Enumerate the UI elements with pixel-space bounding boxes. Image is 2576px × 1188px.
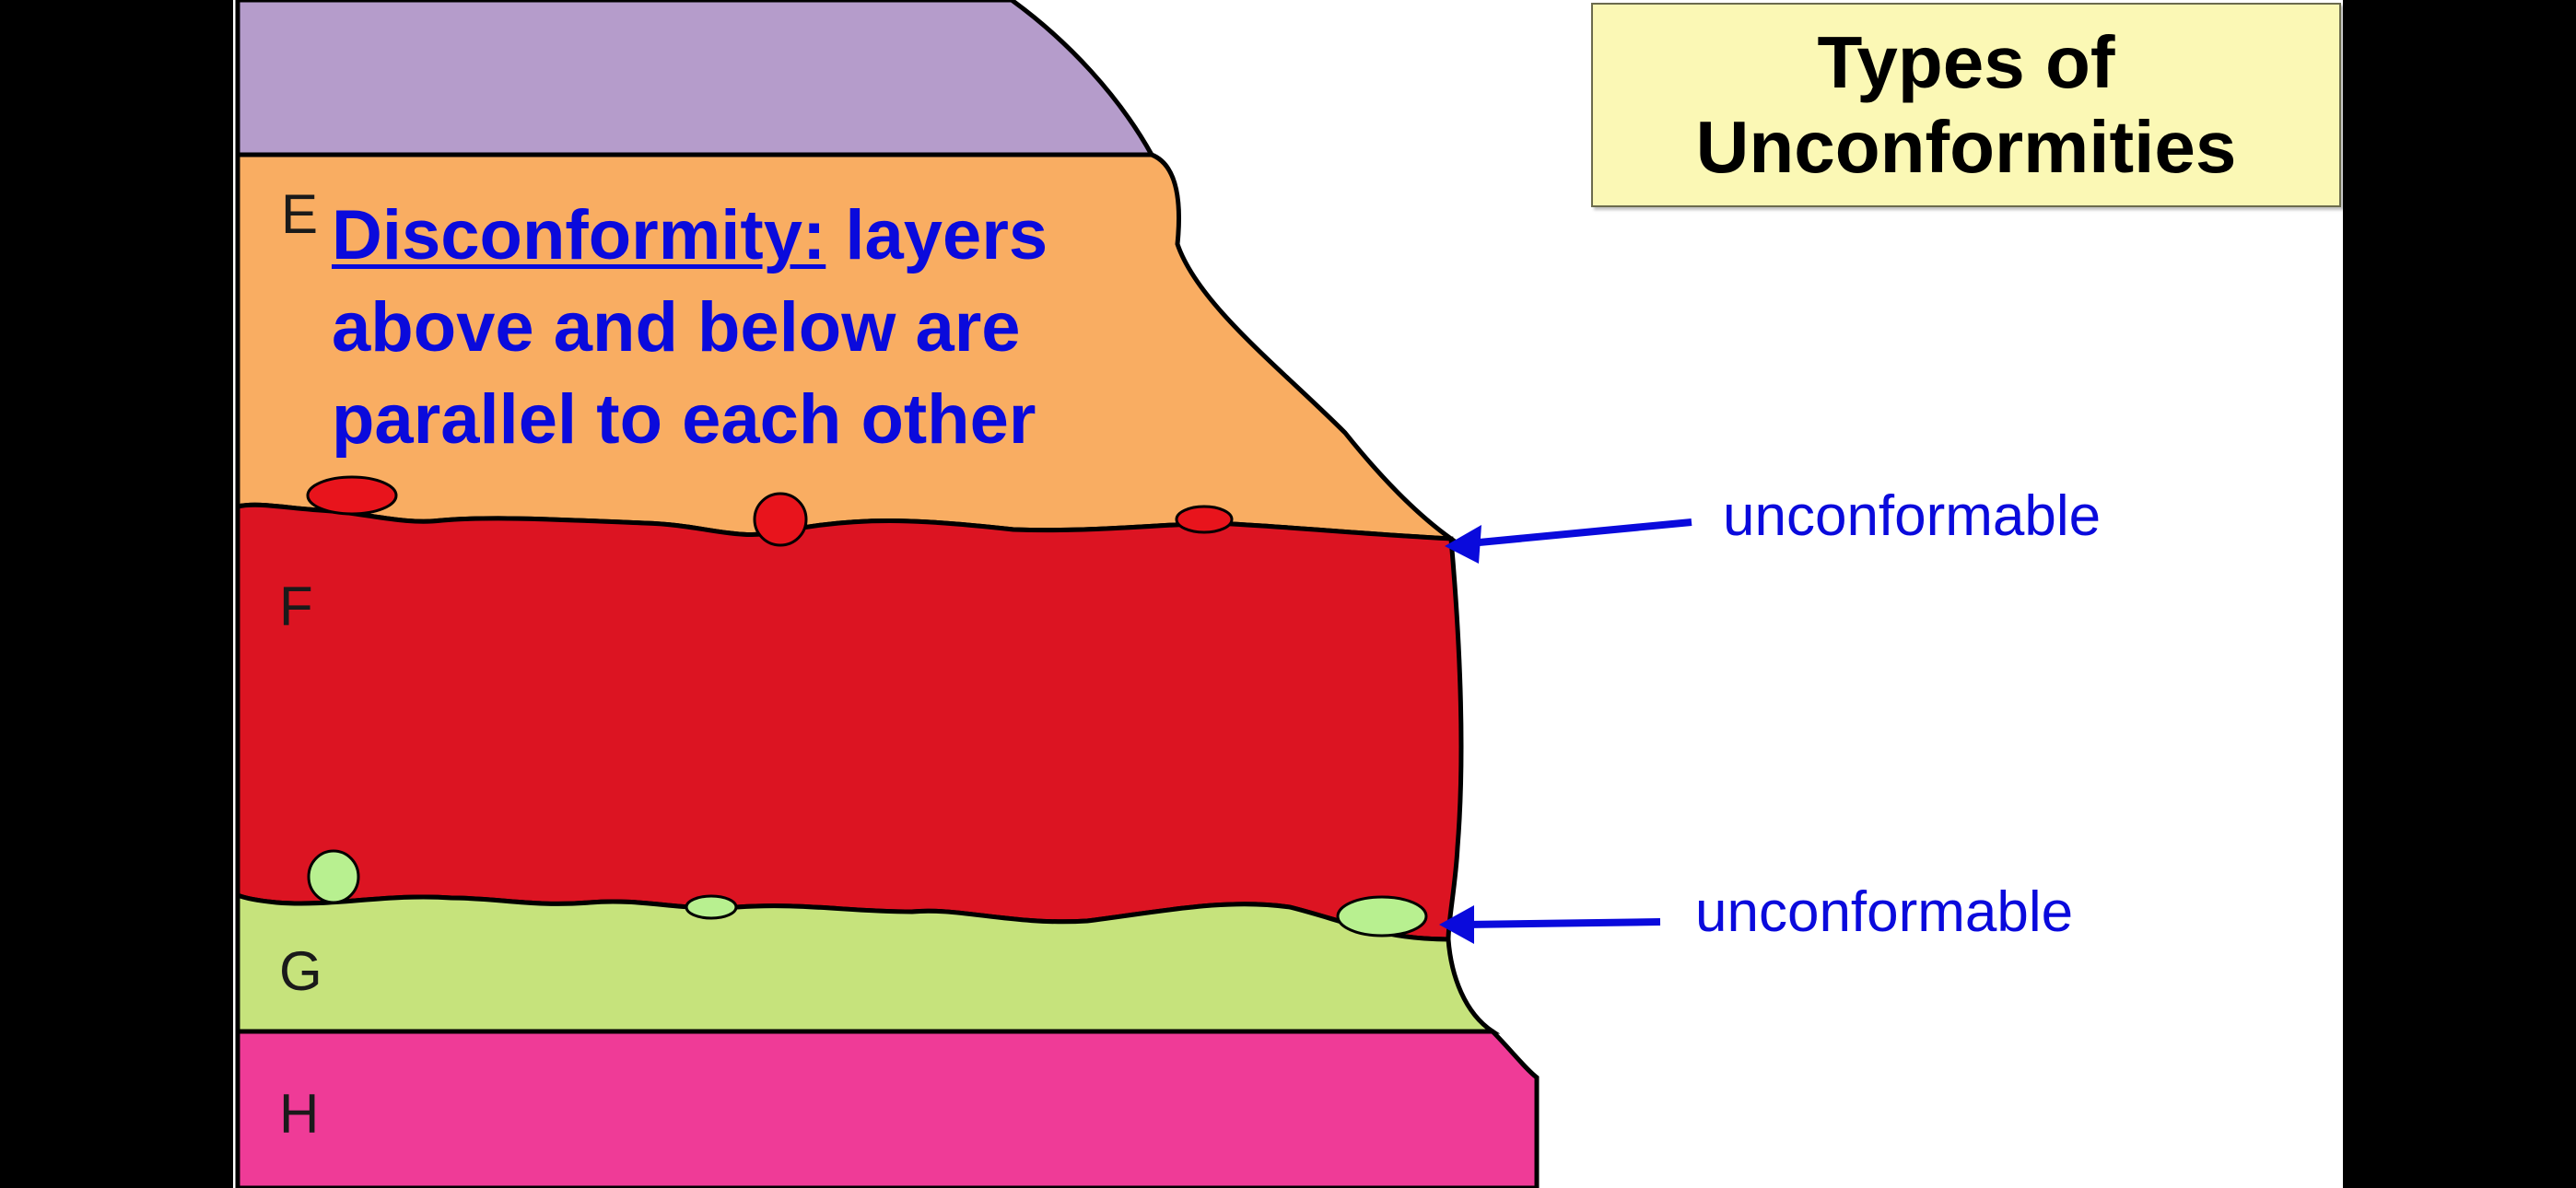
pebble-red [753,492,808,547]
arrow-lower [1439,905,1661,944]
pebble-green [685,894,738,920]
description-line-1: Disconformity: layers [332,190,1198,282]
pebble-red [306,475,398,516]
layer-h [235,1029,1540,1188]
title-line-2: Unconformities [1695,106,2237,188]
layer-top-purple [235,0,1156,157]
layer-label-g: G [279,940,322,1002]
layer-label-h: H [279,1083,320,1145]
layer-label-e: E [281,183,319,245]
description-line-3: parallel to each other [332,380,1036,459]
unconformable-label-lower: unconformable [1695,880,2074,944]
title-line-1: Types of [1817,21,2115,103]
layer-label-f: F [279,576,313,637]
unconformable-label-upper: unconformable [1723,484,2102,548]
disconformity-description: Disconformity: layers above and below ar… [332,190,1198,466]
description-line-1-rest: layers [825,196,1048,274]
pebble-green [1336,895,1428,938]
pebble-red [1175,505,1234,534]
layer-g [235,891,1501,1034]
pebble-green [307,849,360,904]
description-term: Disconformity: [332,196,826,274]
layer-f [235,502,1464,942]
arrow-upper [1445,518,1692,564]
description-line-2: above and below are [332,288,1021,367]
title-box: Types of Unconformities [1591,3,2341,207]
